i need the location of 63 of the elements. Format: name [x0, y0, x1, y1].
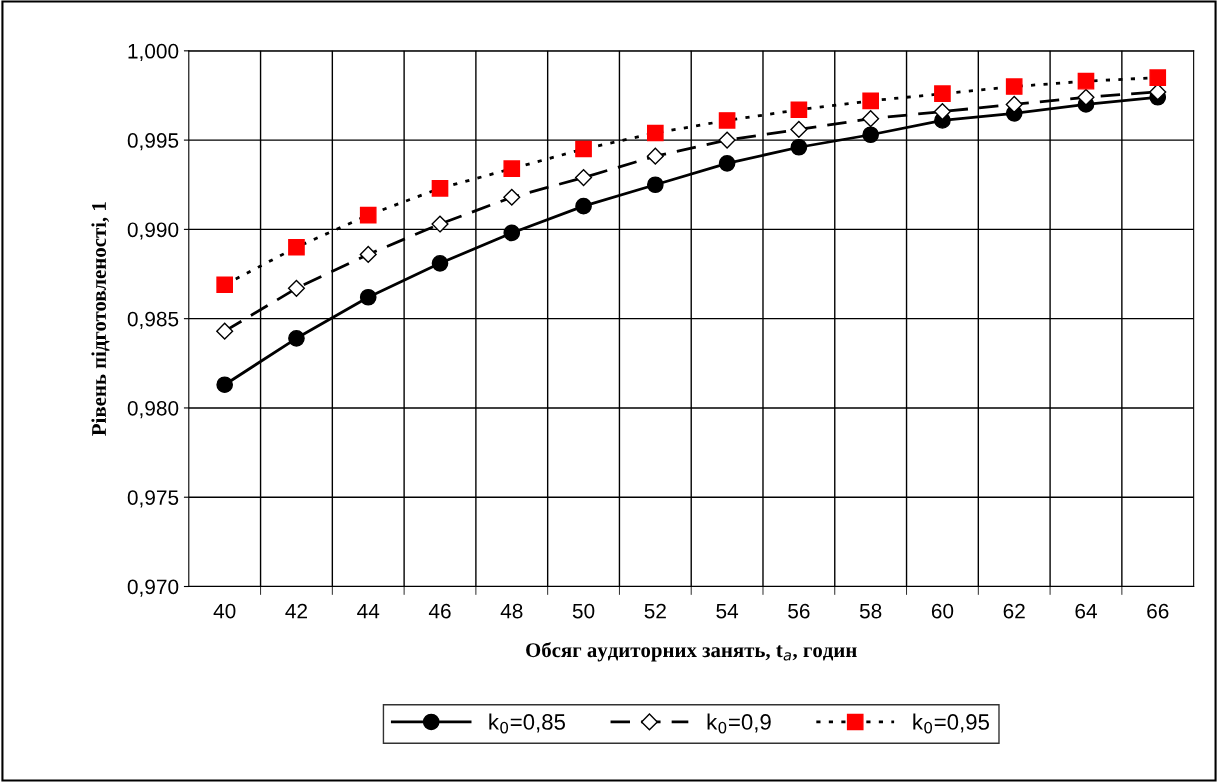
- legend-label: k$_{0}$=0,85: [489, 713, 566, 734]
- x-tick-label: 62: [1003, 603, 1025, 619]
- point: [216, 322, 234, 340]
- x-tick-label: 56: [788, 603, 810, 619]
- point: [933, 102, 951, 121]
- y-tick-label: 1,000: [128, 43, 179, 62]
- point: [359, 206, 377, 224]
- x-axis-title: Обсяг аудиторних занять, t$_{a}$, годин: [526, 642, 857, 662]
- point: [216, 376, 234, 394]
- point: [646, 124, 664, 142]
- point: [359, 288, 377, 306]
- x-tick-label: 54: [716, 603, 739, 619]
- x-tick-label: 46: [428, 603, 451, 619]
- x-tick-label: 50: [572, 603, 595, 619]
- point: [1077, 72, 1095, 90]
- y-tick-label: 0,980: [127, 400, 179, 419]
- point: [646, 176, 664, 194]
- y-tick-label: 0,990: [127, 222, 179, 240]
- point: [503, 224, 521, 242]
- point: [646, 147, 664, 165]
- point: [718, 112, 736, 129]
- point: [288, 238, 305, 256]
- y-tick-label: 0,985: [127, 311, 179, 329]
- y-axis-title: Рівень підготовленості, 1: [91, 202, 110, 436]
- point: [790, 138, 808, 156]
- x-tick-label: 60: [931, 603, 954, 619]
- point: [1149, 69, 1167, 86]
- y-tick-label: 0,970: [127, 579, 179, 597]
- legend-label: k$_{0}$=0,9: [707, 713, 771, 734]
- x-tick-label: 64: [1075, 603, 1097, 619]
- point: [216, 276, 234, 294]
- point: [862, 110, 880, 128]
- point: [287, 279, 306, 297]
- legend-label: k$_{0}$=0,95: [913, 713, 990, 734]
- point: [934, 85, 951, 103]
- y-tick-label: 0,975: [127, 490, 179, 508]
- x-tick-label: 66: [1147, 603, 1169, 619]
- point: [718, 131, 736, 149]
- point: [862, 126, 879, 144]
- point: [503, 160, 521, 178]
- x-tick-label: 40: [213, 603, 236, 619]
- y-tick-label: 0,995: [127, 133, 179, 151]
- x-tick-label: 48: [500, 603, 523, 619]
- point: [359, 245, 377, 263]
- point: [575, 140, 592, 158]
- point: [862, 92, 879, 110]
- point: [575, 169, 593, 187]
- point: [431, 215, 449, 233]
- point: [503, 188, 521, 206]
- point: [431, 254, 449, 272]
- x-tick-label: 52: [644, 603, 666, 619]
- point: [431, 179, 449, 197]
- x-tick-label: 44: [357, 603, 380, 619]
- point: [288, 329, 305, 347]
- point: [1077, 88, 1095, 106]
- point: [1005, 78, 1023, 95]
- point: [1005, 95, 1023, 113]
- point: [790, 120, 808, 138]
- x-tick-label: 42: [285, 603, 307, 619]
- point: [575, 197, 592, 215]
- point: [718, 154, 736, 172]
- point: [790, 101, 808, 119]
- x-tick-label: 58: [859, 603, 882, 619]
